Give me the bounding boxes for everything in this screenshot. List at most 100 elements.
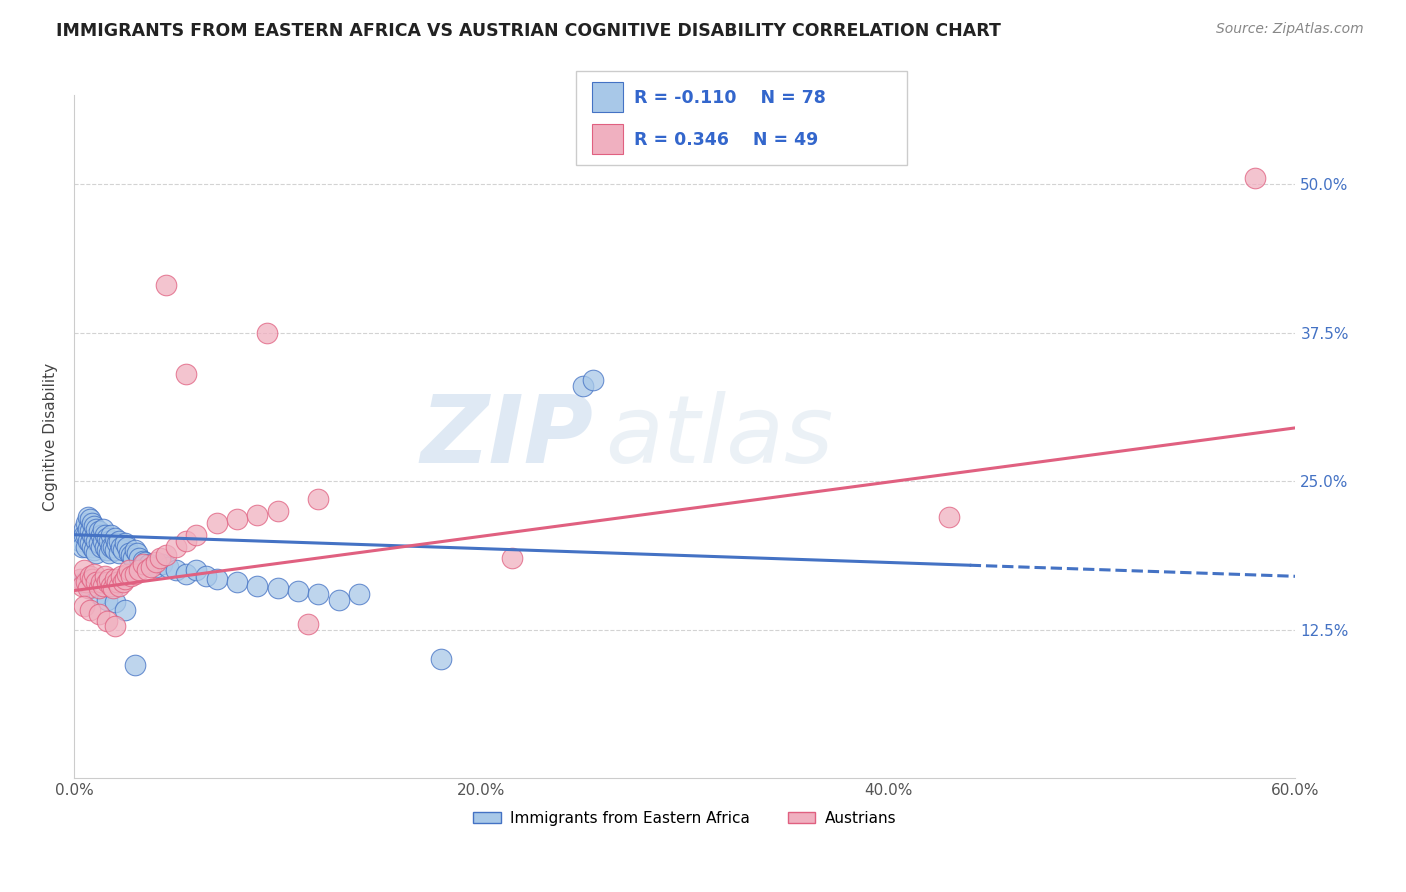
Point — [122, 551, 145, 566]
Point — [69, 572, 91, 586]
Point — [86, 522, 108, 536]
Point — [145, 555, 167, 569]
Point — [124, 658, 146, 673]
Point — [120, 569, 142, 583]
Point — [96, 543, 118, 558]
Point — [73, 599, 96, 613]
Point — [124, 543, 146, 558]
Point — [118, 563, 141, 577]
Point — [104, 543, 127, 558]
Point — [86, 575, 108, 590]
Point — [226, 575, 249, 590]
Point — [297, 616, 319, 631]
Point — [307, 587, 329, 601]
Point — [115, 566, 138, 581]
Point — [87, 524, 110, 538]
Point — [70, 540, 93, 554]
Point — [100, 579, 122, 593]
Point — [1243, 171, 1265, 186]
Point — [79, 536, 101, 550]
Point — [150, 558, 173, 572]
Point — [572, 379, 595, 393]
Point — [91, 533, 114, 548]
Point — [96, 531, 118, 545]
Point — [73, 527, 96, 541]
Point — [82, 527, 104, 541]
Text: R = 0.346    N = 49: R = 0.346 N = 49 — [634, 131, 818, 149]
Point — [96, 615, 118, 629]
Point — [83, 543, 105, 558]
Point — [104, 595, 127, 609]
Point — [124, 566, 146, 581]
Point — [90, 527, 112, 541]
Point — [111, 575, 134, 590]
Point — [347, 587, 370, 601]
Point — [69, 533, 91, 548]
Point — [115, 540, 138, 554]
Text: ZIP: ZIP — [420, 391, 593, 483]
Point — [128, 563, 150, 577]
Point — [174, 368, 197, 382]
Point — [138, 558, 160, 572]
Point — [70, 579, 93, 593]
Point — [114, 572, 136, 586]
Point — [79, 602, 101, 616]
Point — [266, 581, 288, 595]
Point — [73, 563, 96, 577]
Text: IMMIGRANTS FROM EASTERN AFRICA VS AUSTRIAN COGNITIVE DISABILITY CORRELATION CHAR: IMMIGRANTS FROM EASTERN AFRICA VS AUSTRI… — [56, 22, 1001, 40]
Point — [174, 566, 197, 581]
Point — [110, 569, 132, 583]
Point — [114, 602, 136, 616]
Point — [307, 492, 329, 507]
Point — [100, 540, 122, 554]
Point — [174, 533, 197, 548]
Point — [77, 533, 100, 548]
Point — [91, 522, 114, 536]
Point — [77, 522, 100, 536]
Point — [205, 572, 228, 586]
Point — [155, 548, 177, 562]
Point — [79, 581, 101, 595]
Point — [246, 579, 269, 593]
Point — [246, 508, 269, 522]
Point — [90, 575, 112, 590]
Point — [111, 543, 134, 558]
Point — [108, 545, 131, 559]
Point — [91, 579, 114, 593]
Point — [141, 559, 163, 574]
Point — [79, 524, 101, 538]
Point — [118, 545, 141, 559]
Point — [110, 540, 132, 554]
Point — [205, 516, 228, 530]
Point — [195, 569, 218, 583]
Y-axis label: Cognitive Disability: Cognitive Disability — [44, 363, 58, 511]
Point — [87, 607, 110, 622]
Point — [93, 540, 115, 554]
Point — [97, 572, 120, 586]
Point — [134, 555, 156, 569]
Point — [104, 572, 127, 586]
Point — [75, 540, 97, 554]
Point — [108, 533, 131, 548]
Point — [82, 516, 104, 530]
Point — [100, 527, 122, 541]
Point — [73, 575, 96, 590]
Point — [93, 569, 115, 583]
Point — [105, 536, 128, 550]
Point — [938, 510, 960, 524]
Text: R = -0.110    N = 78: R = -0.110 N = 78 — [634, 89, 825, 107]
Point — [86, 545, 108, 559]
Point — [97, 545, 120, 559]
Point — [256, 326, 278, 340]
Point — [145, 559, 167, 574]
Point — [165, 563, 187, 577]
Point — [104, 531, 127, 545]
Point — [90, 540, 112, 554]
Point — [82, 540, 104, 554]
Point — [127, 545, 149, 559]
Point — [83, 531, 105, 545]
Point — [87, 536, 110, 550]
Point — [287, 583, 309, 598]
Point — [101, 581, 124, 595]
Point — [155, 278, 177, 293]
